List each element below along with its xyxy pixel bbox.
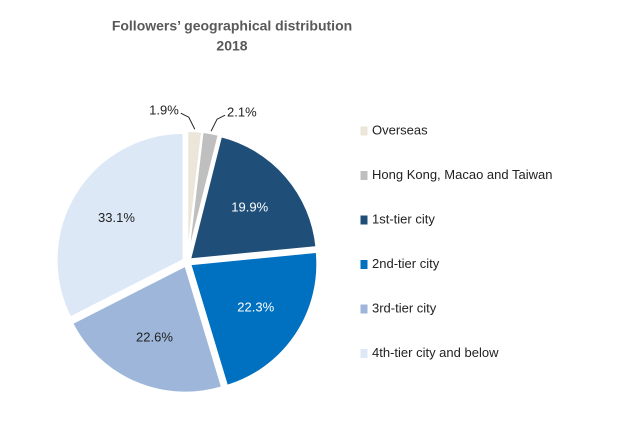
leader-line	[210, 114, 226, 132]
legend-label: Overseas	[372, 122, 428, 137]
legend-label: 4th-tier city and below	[372, 345, 499, 360]
legend-swatch	[359, 303, 369, 315]
legend-label: 2nd-tier city	[372, 256, 440, 271]
pie-slice	[55, 131, 185, 319]
data-label: 33.1%	[98, 210, 135, 225]
chart-title: Followers’ geographical distribution	[112, 18, 352, 34]
legend-label: 3rd-tier city	[372, 300, 437, 315]
data-label: 22.3%	[237, 299, 274, 314]
legend-label: Hong Kong, Macao and Taiwan	[372, 167, 552, 182]
chart-subtitle: 2018	[216, 38, 247, 54]
data-label: 19.9%	[231, 199, 268, 214]
data-label: 1.9%	[149, 103, 179, 118]
data-label: 2.1%	[227, 105, 257, 120]
pie-slice	[186, 130, 220, 259]
pie-slice	[70, 264, 224, 394]
legend-swatch	[359, 348, 369, 359]
pie-slice	[189, 250, 319, 388]
legend-swatch	[359, 259, 369, 270]
data-label: 22.6%	[136, 330, 173, 345]
legend-swatch	[359, 125, 369, 137]
legend-swatch	[359, 214, 369, 226]
pie-slice	[188, 135, 318, 261]
legend-label: 1st-tier city	[372, 211, 435, 226]
legend-swatch	[359, 170, 369, 181]
leader-line	[180, 112, 196, 130]
